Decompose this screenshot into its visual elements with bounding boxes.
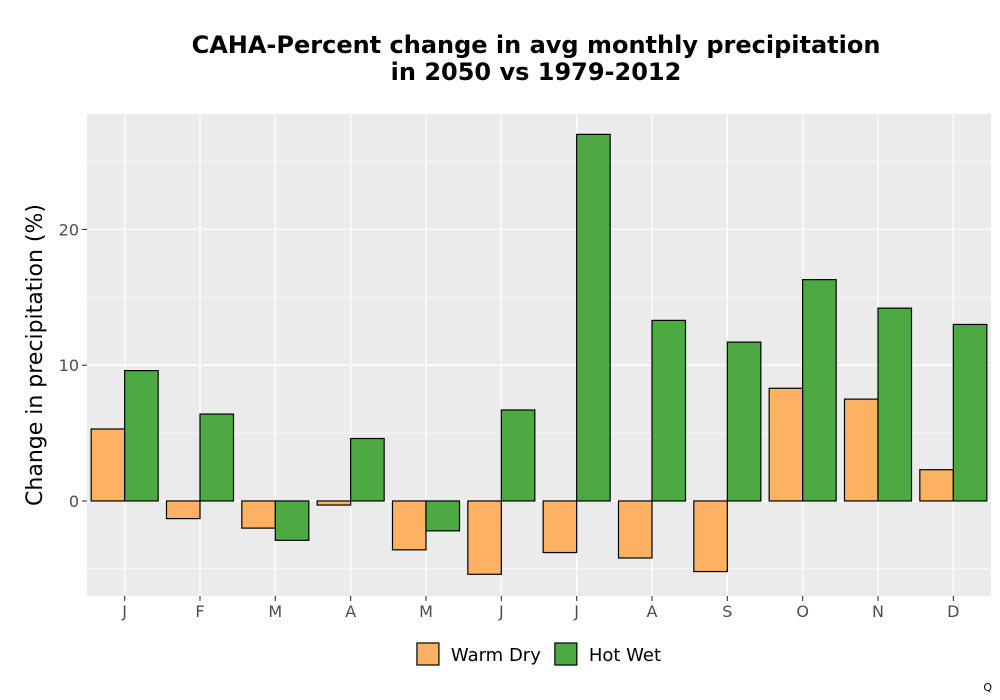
bar-hot-wet — [877, 307, 913, 502]
x-tick-label: N — [872, 602, 884, 621]
x-tick-label: M — [419, 602, 433, 621]
legend-key-hot-wet — [554, 642, 578, 666]
minor-gridlines — [87, 161, 991, 570]
x-tick-label: D — [947, 602, 959, 621]
bar-hot-wet — [199, 413, 235, 502]
x-tick-label: F — [195, 602, 204, 621]
legend: Warm Dry Hot Wet — [416, 642, 661, 666]
x-tick-label: S — [722, 602, 732, 621]
chart-title-line-2: in 2050 vs 1979-2012 — [390, 58, 682, 86]
x-tick-label: A — [647, 602, 658, 621]
legend-label: Hot Wet — [589, 645, 661, 666]
bar-warm-dry — [165, 500, 201, 520]
y-tick-label: 10 — [59, 356, 79, 375]
x-tick-label: M — [268, 602, 282, 621]
bar-hot-wet — [124, 370, 159, 502]
bar-warm-dry — [316, 500, 352, 506]
bar-hot-wet — [274, 500, 310, 541]
bar-warm-dry — [919, 469, 954, 502]
x-tick-label: J — [498, 602, 504, 621]
y-axis-label: Change in precipitation (%) — [23, 204, 48, 506]
bar-warm-dry — [843, 398, 879, 502]
bar-hot-wet — [651, 319, 687, 502]
plot-panel — [87, 114, 991, 596]
legend-label: Warm Dry — [451, 645, 541, 666]
bar-hot-wet — [576, 133, 611, 502]
bar-hot-wet — [425, 500, 461, 532]
chart-title-line-1: CAHA-Percent change in avg monthly preci… — [191, 31, 881, 59]
bar-hot-wet — [952, 323, 988, 502]
bar-hot-wet — [500, 409, 536, 502]
bars — [90, 133, 988, 575]
bar-hot-wet — [350, 437, 385, 502]
bar-warm-dry — [693, 500, 728, 573]
bar-warm-dry — [768, 387, 804, 502]
bar-hot-wet — [726, 341, 762, 502]
x-tick-label: A — [345, 602, 356, 621]
bar-warm-dry — [90, 428, 126, 502]
legend-key-warm-dry — [416, 642, 440, 666]
bar-warm-dry — [467, 500, 502, 575]
x-tick-label: J — [121, 602, 127, 621]
x-tick-label: J — [573, 602, 579, 621]
y-axis: 0 10 20 — [59, 220, 87, 511]
x-tick-label: O — [796, 602, 809, 621]
y-tick-label: 0 — [69, 492, 79, 511]
bar-warm-dry — [241, 500, 276, 529]
bar-warm-dry — [391, 500, 427, 551]
chart-title: CAHA-Percent change in avg monthly preci… — [86, 32, 986, 86]
y-tick-label: 20 — [59, 220, 79, 239]
bar-hot-wet — [802, 279, 837, 502]
bar-warm-dry — [542, 500, 578, 554]
bar-warm-dry — [617, 500, 653, 559]
corner-mark: Q — [983, 681, 992, 694]
